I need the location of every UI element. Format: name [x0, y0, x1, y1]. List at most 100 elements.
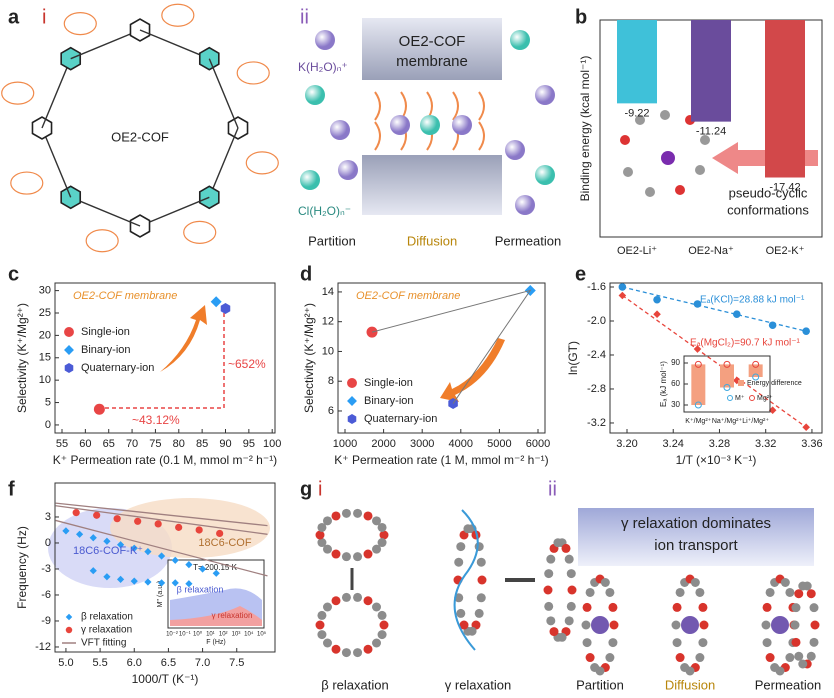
x-tick-label: 55: [56, 438, 68, 450]
legend-label: Binary-ion: [364, 395, 414, 407]
x-tick-label: 80: [173, 438, 185, 450]
atom: [546, 616, 556, 626]
label: Diffusion: [665, 677, 715, 692]
atom: [363, 644, 373, 654]
y-tick-label: 3: [45, 511, 51, 523]
channel-wall: [478, 121, 485, 151]
y-axis-label: Eₐ (kJ mol⁻¹): [659, 361, 668, 407]
y-tick-label: -2.4: [587, 349, 606, 361]
atom: [671, 620, 681, 630]
legend-swatch: [65, 626, 73, 634]
point: [210, 296, 222, 308]
atom: [791, 637, 801, 647]
x-tick-label: 3.32: [755, 438, 776, 450]
x-axis-label: 1000/T (K⁻¹): [132, 672, 199, 686]
point: [144, 578, 152, 586]
atom: [315, 620, 325, 630]
linker: [208, 127, 239, 198]
x-tick-label: 60: [79, 438, 91, 450]
y-axis-label: Frequency (Hz): [15, 526, 29, 609]
label: γ relaxation: [212, 611, 253, 620]
ion: [338, 160, 358, 180]
atom: [791, 603, 801, 613]
atom: [645, 187, 655, 197]
y-tick-label: 6: [328, 405, 334, 417]
atom: [623, 167, 633, 177]
annotation: 18C6-COF-K⁺: [73, 545, 143, 557]
atom: [372, 516, 382, 526]
label: M'' (a.u.): [157, 581, 164, 608]
label: ii: [300, 6, 309, 28]
atom: [377, 522, 387, 532]
atom: [695, 653, 705, 663]
x-tick-label: 5.0: [58, 657, 73, 669]
point: [768, 406, 777, 415]
x-tick-label: 1000: [333, 438, 357, 450]
atom: [564, 554, 574, 564]
legend-swatch: [347, 396, 357, 406]
point: [130, 544, 138, 552]
y-axis-label: ln(GT): [566, 341, 580, 375]
atom: [794, 589, 804, 599]
label: 10⁰: [193, 631, 203, 638]
atom: [372, 638, 382, 648]
atom: [802, 581, 812, 591]
x-tick-label: 3.28: [709, 438, 730, 450]
legend-label: Binary-ion: [81, 344, 131, 356]
atom: [459, 620, 469, 630]
linker: [41, 58, 72, 129]
label: γ relaxation dominates: [621, 515, 771, 532]
atom: [372, 602, 382, 612]
x-tick-label: 75: [149, 438, 161, 450]
atom: [372, 544, 382, 554]
y-axis-label: Selectivity (K⁺/Mg²⁺): [15, 303, 29, 413]
point: [802, 423, 810, 432]
legend-swatch: [64, 363, 74, 373]
atom: [322, 638, 332, 648]
point: [171, 556, 179, 564]
atom: [341, 592, 351, 602]
y-tick-label: 25: [39, 307, 51, 319]
atom: [549, 627, 559, 637]
legend-label: Energy difference: [747, 380, 802, 387]
atom: [331, 549, 341, 559]
atom: [474, 608, 484, 618]
label: Permeation: [495, 233, 561, 248]
atom: [331, 596, 341, 606]
atom: [331, 644, 341, 654]
label: i: [42, 6, 46, 28]
atom: [698, 638, 708, 648]
y-tick-label: 12: [322, 316, 334, 328]
atom: [585, 587, 595, 597]
atom: [363, 596, 373, 606]
bar: [691, 364, 706, 405]
atom: [582, 638, 592, 648]
linker: [70, 196, 141, 227]
atom: [341, 508, 351, 518]
point: [195, 526, 203, 534]
annotation: 18C6-COF: [198, 537, 251, 549]
label: 10⁴: [244, 631, 254, 638]
legend-label: VFT fitting: [81, 638, 126, 649]
ion: [330, 120, 350, 140]
label: T= 200.15 K: [193, 563, 237, 572]
atom: [590, 662, 600, 672]
atom: [322, 516, 332, 526]
k-ion: [591, 616, 609, 634]
x-tick-label: OE2-Li⁺: [617, 245, 657, 257]
label: membrane: [396, 53, 468, 70]
label: b: [575, 6, 587, 28]
y-tick-label: 5: [45, 396, 51, 408]
x-axis-label: K⁺ Permeation rate (1 M, mmol m⁻² h⁻¹): [334, 453, 548, 467]
x-tick-label: 5000: [487, 438, 511, 450]
ion: [315, 30, 335, 50]
linker: [41, 127, 72, 198]
point: [157, 552, 166, 560]
atom: [456, 608, 466, 618]
crown-ether: [161, 3, 195, 27]
atom: [762, 638, 772, 648]
atom: [672, 602, 682, 612]
value-label: -17.42: [769, 181, 800, 193]
point: [618, 291, 627, 300]
x-tick-label: 7.5: [229, 657, 244, 669]
